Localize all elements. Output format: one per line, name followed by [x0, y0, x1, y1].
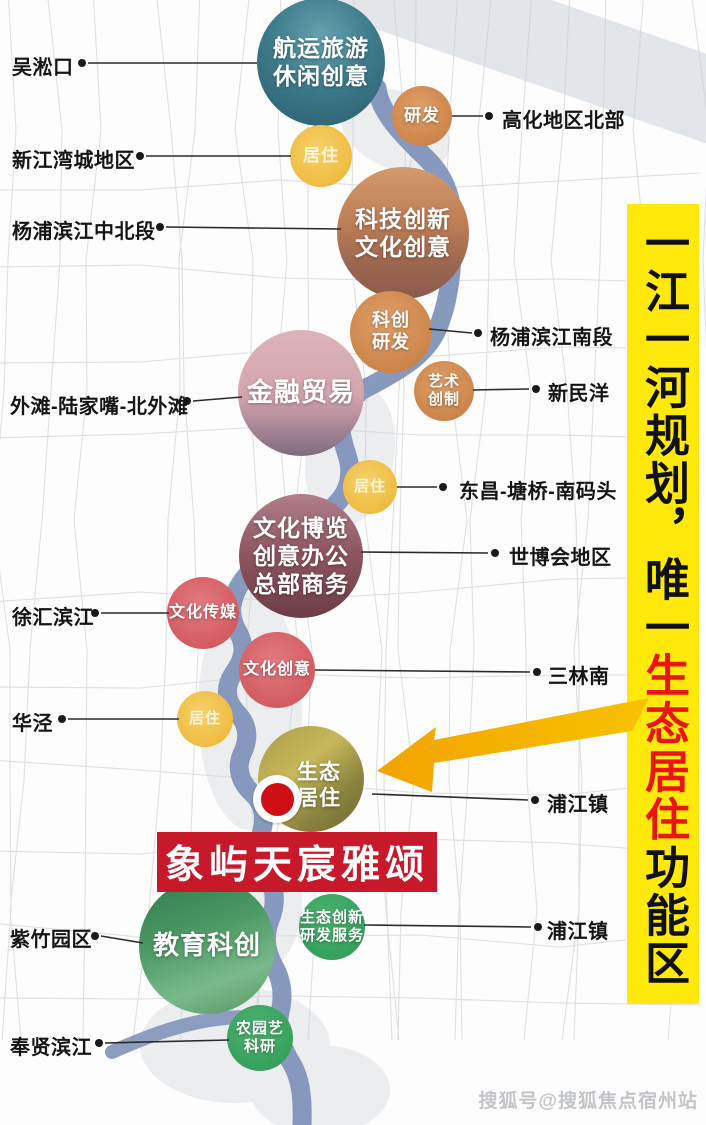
label-zizhu-park: 紫竹园区 [10, 929, 92, 951]
zone-label: 文化传媒 [168, 604, 237, 622]
project-location-marker [253, 775, 301, 823]
label-huajing: 华泾 [12, 713, 53, 735]
label-xinjiangwan: 新江湾城地区 [12, 150, 135, 172]
label-xuhui-riverside: 徐汇滨江 [12, 607, 94, 629]
slogan-banner: 一江一河规划，唯一生态居住功能区 [627, 204, 699, 1004]
zone-circle-scitech-rd: 科创 研发 [350, 291, 432, 373]
zone-circle-residence-2: 居住 [343, 460, 397, 514]
label-dongchang-tangqiao: 东昌-塘桥-南码头 [459, 481, 617, 503]
zone-label: 科创 研发 [372, 310, 410, 352]
zone-circle-culture-creative: 文化创意 [239, 632, 315, 708]
zone-label: 居住 [188, 709, 221, 727]
label-pujiang-town-1: 浦江镇 [547, 794, 609, 816]
zone-circle-education-scitech: 教育科创 [139, 878, 275, 1014]
zone-label: 生态 居住 [297, 761, 341, 810]
zone-circle-shipping-tourism: 航运旅游 休闲创意 [257, 0, 385, 126]
label-sanlin-south: 三林南 [548, 666, 610, 688]
zone-circle-tech-innovation: 科技创新 文化创意 [337, 167, 469, 299]
watermark: 搜狐号@搜狐焦点宿州站 [478, 1091, 698, 1112]
zone-label: 居住 [353, 477, 386, 495]
zone-label: 文化创意 [242, 661, 311, 679]
zone-circle-agri-garden: 农园艺 科研 [227, 1005, 293, 1071]
zone-label: 文化博览 创意办公 总部商务 [253, 514, 349, 598]
label-wusongkou: 吴淞口 [12, 57, 74, 79]
zone-label: 研发 [404, 105, 440, 125]
project-name-banner: 象屿天宸雅颂 [157, 832, 437, 892]
zone-circle-residence-1: 居住 [290, 125, 352, 187]
zone-circle-culture-expo: 文化博览 创意办公 总部商务 [239, 494, 363, 618]
label-xinminyang: 新民洋 [548, 383, 610, 405]
zone-circle-culture-media: 文化传媒 [167, 577, 239, 649]
label-expo-area: 世博会地区 [509, 547, 612, 569]
project-name: 象屿天宸雅颂 [164, 844, 429, 887]
slogan-black-1: 一江一河规划，唯一 [638, 220, 689, 652]
label-yangpu-mid-north: 杨浦滨江中北段 [12, 221, 156, 243]
zone-label: 金融贸易 [246, 377, 355, 408]
zone-label: 科技创新 文化创意 [355, 205, 451, 260]
zone-circle-art-creation: 艺术 创制 [414, 361, 474, 421]
slogan-red: 生态居住 [638, 652, 689, 844]
zone-label: 生态创新 研发服务 [299, 908, 364, 944]
zone-circle-eco-innovation: 生态创新 研发服务 [299, 894, 365, 960]
zone-label: 农园艺 科研 [235, 1019, 284, 1055]
zone-label: 艺术 创制 [427, 372, 460, 408]
label-pujiang-town-2: 浦江镇 [547, 921, 609, 943]
zone-circle-residence-3: 居住 [177, 691, 233, 747]
slogan-text: 一江一河规划，唯一生态居住功能区 [627, 220, 699, 988]
estuary-band [321, 0, 706, 144]
zone-circle-rd-north: 研发 [392, 86, 452, 146]
label-bund-lujiazui: 外滩-陆家嘴-北外滩 [10, 396, 189, 418]
zone-circle-finance-trade: 金融贸易 [238, 330, 364, 456]
zone-label: 居住 [303, 145, 339, 165]
label-gaohua-north: 高化地区北部 [502, 110, 625, 132]
slogan-black-2: 功能区 [638, 844, 689, 988]
zone-label: 教育科创 [152, 930, 261, 961]
zone-label: 航运旅游 休闲创意 [273, 34, 369, 89]
marker-dot [260, 782, 294, 816]
label-yangpu-south: 杨浦滨江南段 [490, 327, 613, 349]
label-fengxian-riverside: 奉贤滨江 [10, 1037, 92, 1059]
